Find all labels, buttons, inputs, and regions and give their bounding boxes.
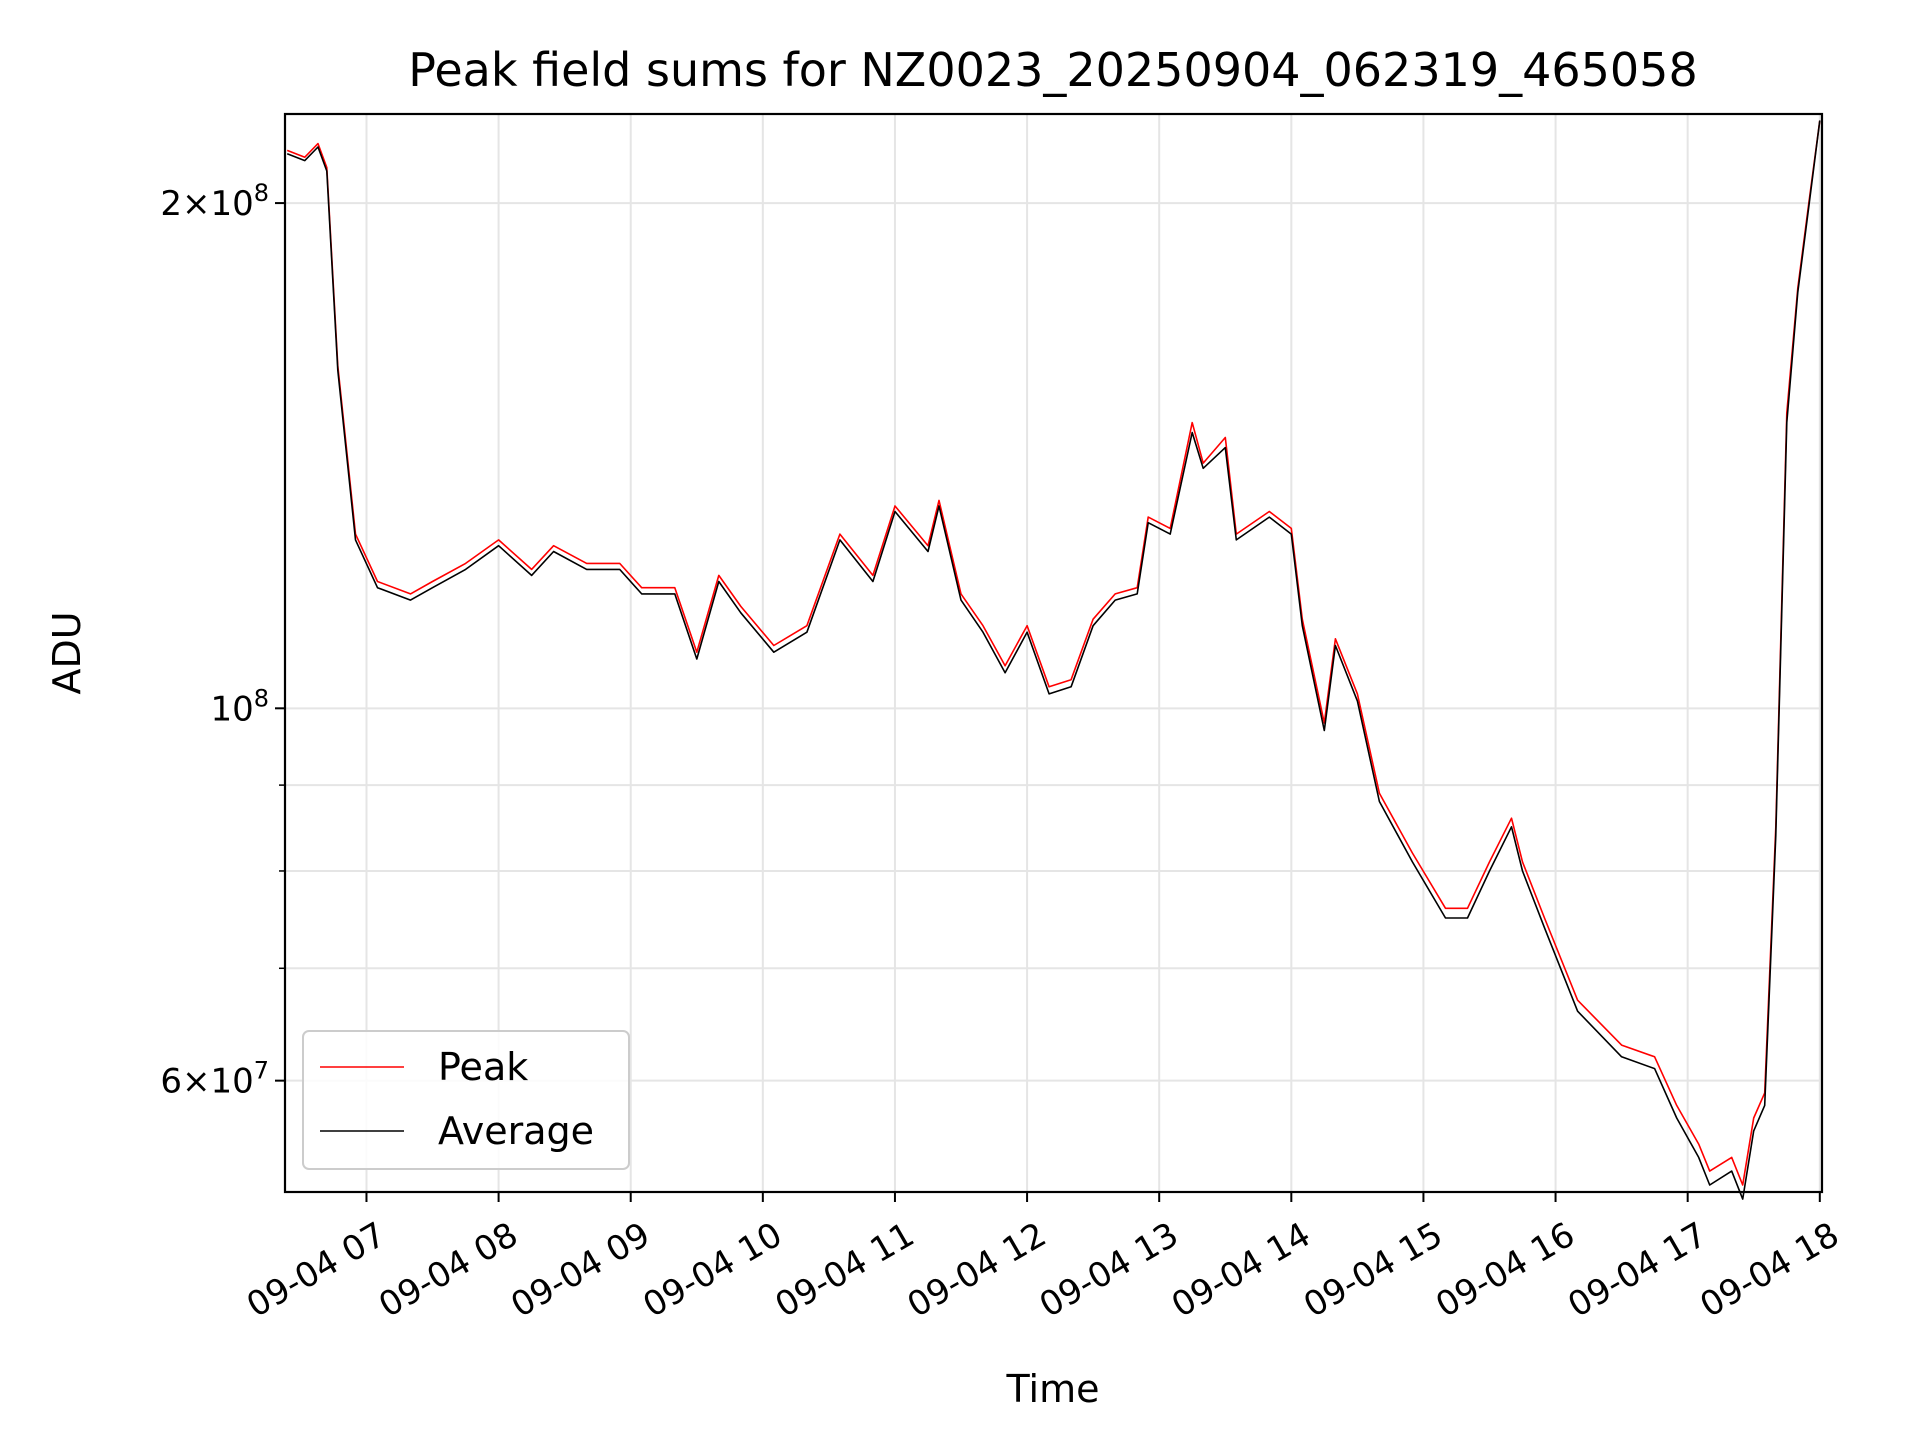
series-line-average: [286, 120, 1821, 1200]
series-line-peak: [286, 120, 1821, 1186]
legend-label-peak: Peak: [438, 1045, 528, 1089]
y-tick-label: 6×107: [160, 1057, 269, 1102]
y-axis: 2×108 108 6×107: [160, 179, 285, 1102]
legend: Peak Average: [302, 1030, 630, 1170]
y-tick-label: 2×108: [160, 179, 269, 224]
legend-box: [302, 1030, 630, 1170]
x-axis-label: Time: [1006, 1367, 1100, 1411]
series-group: [286, 120, 1821, 1200]
y-tick-label: 108: [210, 684, 269, 729]
legend-label-average: Average: [438, 1109, 594, 1153]
grid: [285, 114, 1822, 1192]
y-axis-label: ADU: [45, 611, 89, 694]
plot-frame: [283, 112, 1824, 1194]
chart-title: Peak field sums for NZ0023_20250904_0623…: [408, 43, 1697, 97]
